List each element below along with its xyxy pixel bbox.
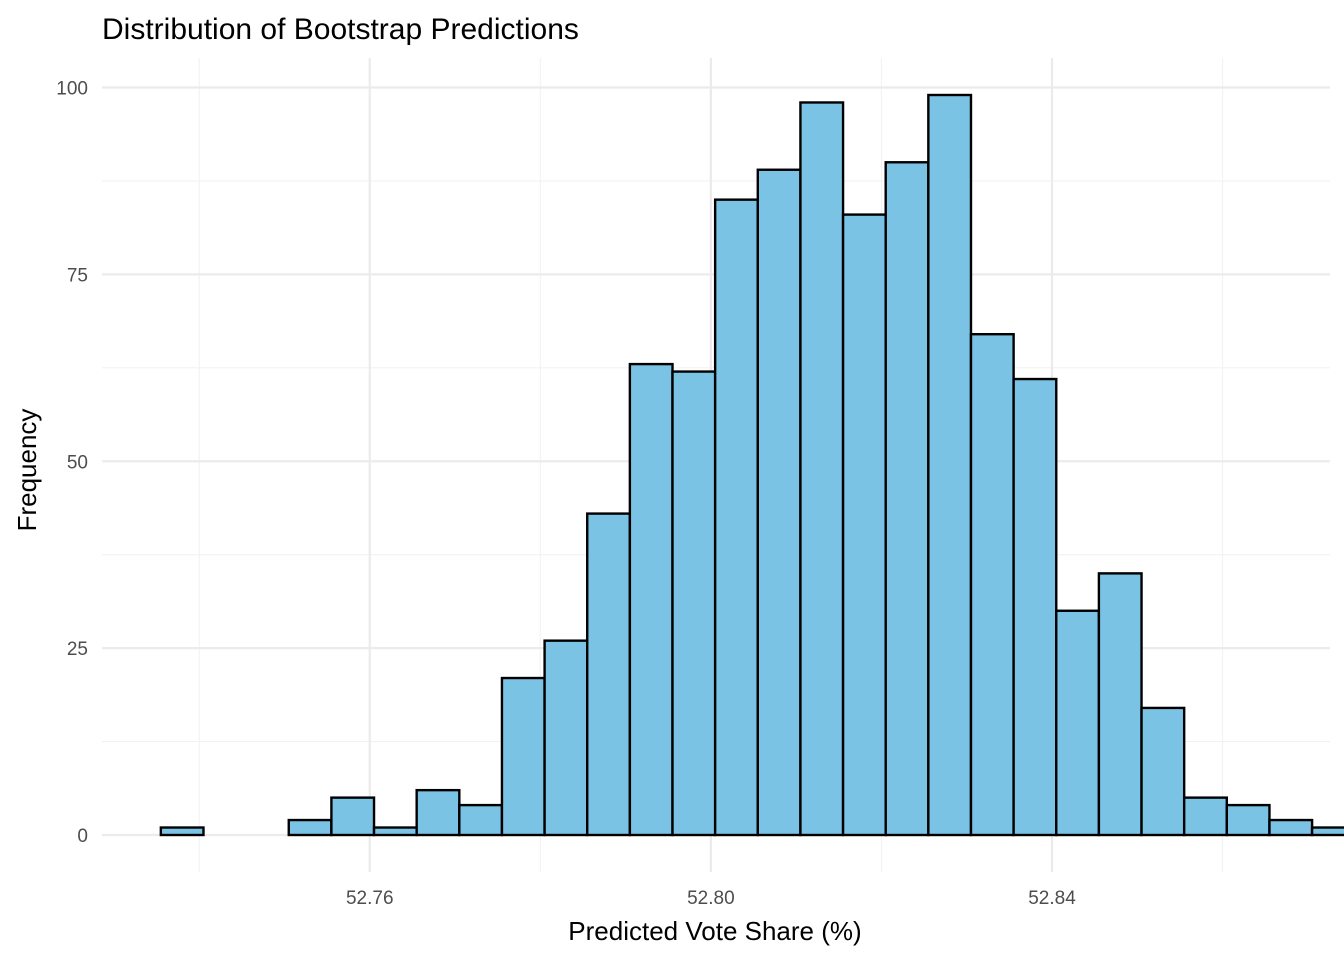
chart-title: Distribution of Bootstrap Predictions: [102, 13, 579, 46]
y-tick-label: 75: [67, 265, 88, 286]
histogram-bar: [1097, 572, 1143, 837]
x-tick-label: 52.76: [346, 888, 394, 909]
histogram-bar: [1140, 706, 1186, 837]
histogram-bar: [969, 332, 1015, 837]
histogram-bar: [927, 93, 973, 837]
x-tick-label: 52.80: [687, 888, 735, 909]
histogram-bar: [671, 370, 717, 837]
x-tick-label: 52.84: [1028, 888, 1076, 909]
histogram-bar: [500, 676, 546, 837]
histogram-bar: [586, 512, 632, 837]
histogram-bar: [756, 168, 802, 837]
histogram-bar: [1182, 796, 1229, 837]
histogram-bar: [1012, 377, 1058, 837]
histogram-bar: [628, 362, 674, 837]
histogram-bar: [159, 826, 205, 837]
histogram-bar: [884, 161, 930, 837]
histogram-bar: [799, 101, 845, 837]
histogram-bar: [713, 198, 759, 837]
histogram-bar: [841, 213, 887, 837]
y-tick-label: 50: [67, 452, 88, 473]
histogram-bar: [1310, 826, 1344, 837]
y-axis-title: Frequency: [12, 409, 42, 532]
histogram-bar: [1225, 803, 1271, 837]
histogram-bar: [415, 788, 461, 837]
histogram-bar: [543, 639, 589, 837]
histogram-bar: [372, 826, 418, 837]
x-axis-ticks: 52.76 52.80 52.84: [346, 888, 1076, 909]
histogram-bar: [287, 818, 333, 837]
y-axis-ticks: 0 25 50 75 100: [56, 79, 88, 847]
y-tick-label: 0: [77, 826, 88, 847]
y-tick-label: 100: [56, 79, 88, 100]
y-tick-label: 25: [67, 639, 88, 660]
x-axis-title: Predicted Vote Share (%): [568, 916, 861, 946]
histogram-bar: [1268, 818, 1314, 837]
histogram-bar: [458, 803, 504, 837]
bars: [159, 93, 1344, 837]
histogram-bar: [330, 796, 376, 837]
histogram-bar: [1055, 609, 1101, 837]
